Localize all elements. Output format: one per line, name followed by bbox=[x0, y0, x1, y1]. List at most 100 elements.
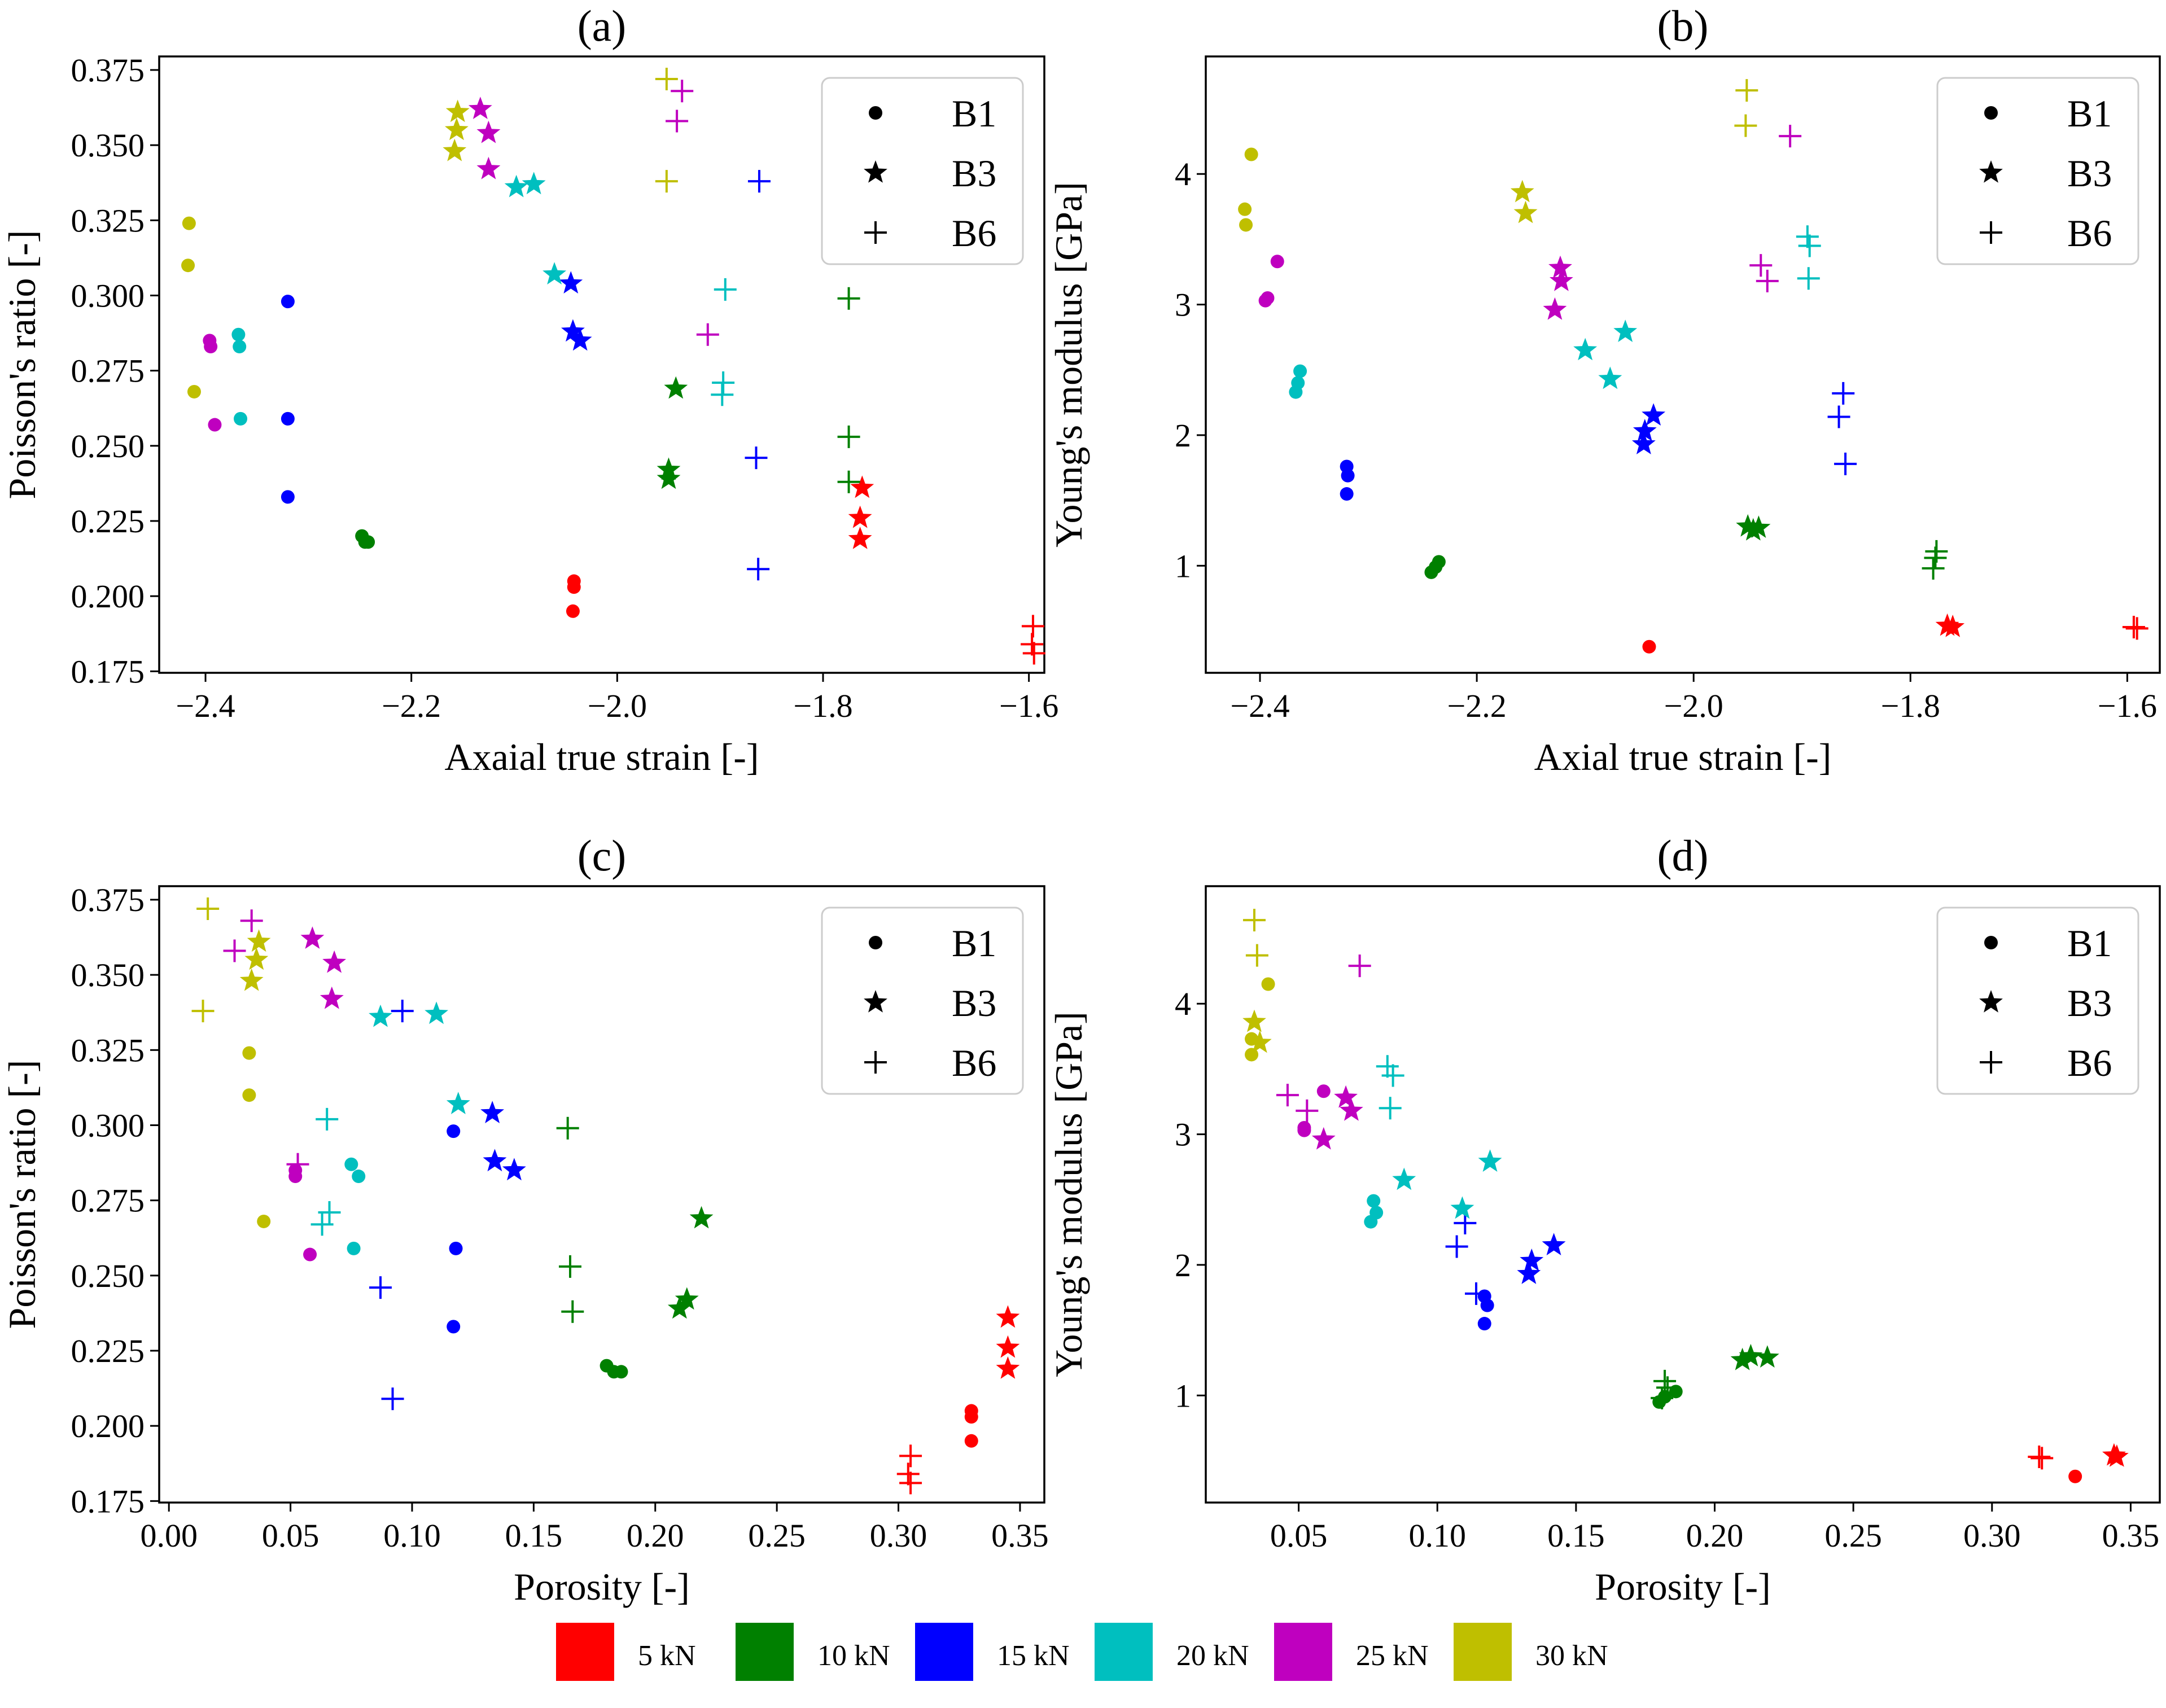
point-b6-20kn bbox=[318, 1201, 341, 1224]
point-b3-30kn bbox=[1242, 1009, 1266, 1032]
y-tick-label: 0.200 bbox=[71, 578, 145, 615]
point-b3-5kn bbox=[996, 1305, 1020, 1328]
legend-marker-dot bbox=[1984, 936, 1998, 949]
point-b6-25kn bbox=[223, 939, 246, 962]
point-b6-10kn bbox=[561, 1300, 584, 1323]
panel-c: (c) 0.00 0.05 0.10 0.15 0.20 0.25 0.30 0.35 0.175… bbox=[1, 831, 1049, 1608]
point-b1-5kn bbox=[567, 580, 581, 594]
point-b3-5kn bbox=[848, 527, 872, 549]
point-b3-15kn bbox=[483, 1149, 507, 1172]
point-b6-15kn bbox=[1465, 1282, 1487, 1305]
point-b3-10kn bbox=[667, 1296, 692, 1319]
point-b3-20kn bbox=[1450, 1196, 1474, 1219]
point-b3-30kn bbox=[244, 947, 269, 970]
legend-marker-dot bbox=[869, 106, 882, 120]
point-b1-25kn bbox=[1316, 1084, 1331, 1098]
point-b1-20kn bbox=[234, 411, 248, 426]
point-b6-25kn bbox=[1749, 254, 1773, 277]
y-tick-label: 3 bbox=[1175, 287, 1191, 323]
x-axis-label: Porosity [-] bbox=[1595, 1565, 1771, 1608]
legend-frame bbox=[821, 77, 1024, 265]
point-b1-20kn bbox=[352, 1170, 366, 1184]
color-legend-label: 20 kN bbox=[1176, 1640, 1249, 1672]
point-b3-5kn bbox=[996, 1335, 1020, 1358]
point-b3-5kn bbox=[1941, 615, 1965, 637]
point-b1-15kn bbox=[281, 295, 295, 309]
point-b6-15kn bbox=[381, 1387, 404, 1411]
point-b1-25kn bbox=[1270, 255, 1284, 269]
legend-frame bbox=[821, 906, 1024, 1095]
point-b1-25kn bbox=[288, 1170, 303, 1184]
legend-label: B6 bbox=[2067, 1041, 2112, 1084]
y-tick-label: 0.300 bbox=[71, 277, 145, 314]
point-b3-5kn bbox=[996, 1356, 1020, 1379]
point-b6-25kn bbox=[666, 110, 689, 133]
x-tick-label: −2.4 bbox=[1230, 687, 1289, 724]
point-b6-10kn bbox=[1924, 546, 1947, 570]
legend-frame bbox=[1936, 906, 2139, 1095]
point-b1-30kn bbox=[242, 1046, 256, 1060]
point-b6-30kn bbox=[655, 170, 678, 193]
x-tick-label: 0.10 bbox=[383, 1517, 441, 1554]
point-b3-10kn bbox=[1739, 1343, 1763, 1367]
point-b1-5kn bbox=[566, 604, 580, 618]
point-b6-10kn bbox=[837, 287, 860, 310]
point-b3-20kn bbox=[1613, 319, 1638, 342]
legend-marker-plus bbox=[1980, 221, 2002, 244]
point-b3-10kn bbox=[1747, 515, 1771, 538]
point-b3-20kn bbox=[425, 1001, 448, 1024]
point-b1-30kn bbox=[1261, 977, 1275, 991]
x-axis-label: Axial true strain [-] bbox=[1534, 735, 1832, 778]
point-b6-5kn bbox=[2122, 616, 2145, 639]
data-points bbox=[1238, 79, 2149, 654]
point-b6-20kn bbox=[1797, 267, 1820, 290]
y-tick-label: 0.275 bbox=[71, 1183, 145, 1219]
point-b1-15kn bbox=[1340, 487, 1354, 501]
point-b3-15kn bbox=[568, 328, 592, 351]
point-b3-20kn bbox=[504, 174, 528, 198]
point-b6-5kn bbox=[896, 1462, 920, 1486]
point-b6-30kn bbox=[191, 1000, 215, 1023]
point-b3-20kn bbox=[542, 262, 567, 284]
point-b3-25kn bbox=[300, 926, 325, 949]
point-b3-15kn bbox=[561, 319, 585, 342]
point-b6-15kn bbox=[1834, 452, 1857, 475]
point-b6-15kn bbox=[1827, 405, 1850, 428]
point-b3-5kn bbox=[848, 505, 872, 528]
point-b6-10kn bbox=[1922, 557, 1945, 580]
y-tick-label: 0.225 bbox=[71, 503, 145, 540]
x-tick-label: 0.00 bbox=[140, 1517, 198, 1554]
point-b3-20kn bbox=[1598, 366, 1622, 389]
point-b1-10kn bbox=[361, 535, 375, 549]
point-b6-20kn bbox=[1796, 225, 1819, 248]
point-b3-25kn bbox=[1550, 268, 1573, 291]
point-b6-25kn bbox=[1779, 125, 1802, 148]
point-b1-20kn bbox=[1293, 364, 1307, 378]
point-b3-15kn bbox=[1520, 1249, 1544, 1271]
point-b3-10kn bbox=[1730, 1347, 1754, 1370]
x-tick-label: −2.4 bbox=[176, 687, 235, 724]
x-tick-label: −1.6 bbox=[2098, 687, 2157, 724]
y-tick-label: 0.375 bbox=[71, 52, 145, 89]
point-b1-30kn bbox=[1244, 147, 1258, 161]
point-b1-5kn bbox=[1642, 640, 1656, 654]
point-b3-10kn bbox=[689, 1206, 714, 1229]
point-b3-15kn bbox=[1642, 403, 1666, 426]
point-b3-20kn bbox=[446, 1092, 470, 1114]
point-b3-5kn bbox=[850, 475, 874, 498]
point-b3-20kn bbox=[1573, 338, 1598, 361]
point-b1-5kn bbox=[964, 1434, 978, 1448]
point-b3-25kn bbox=[1548, 255, 1572, 278]
x-tick-label: −1.8 bbox=[1881, 687, 1940, 724]
point-b6-10kn bbox=[556, 1116, 579, 1140]
legend-label: B6 bbox=[952, 212, 996, 255]
point-b1-5kn bbox=[964, 1410, 978, 1424]
point-b3-20kn bbox=[1478, 1149, 1502, 1172]
y-tick-label: 3 bbox=[1175, 1116, 1191, 1153]
point-b1-30kn bbox=[182, 216, 196, 230]
point-b1-20kn bbox=[344, 1157, 358, 1171]
x-tick-label: −1.6 bbox=[999, 687, 1058, 724]
plot-area-frame bbox=[1205, 885, 2161, 1504]
point-b1-15kn bbox=[1341, 468, 1355, 483]
